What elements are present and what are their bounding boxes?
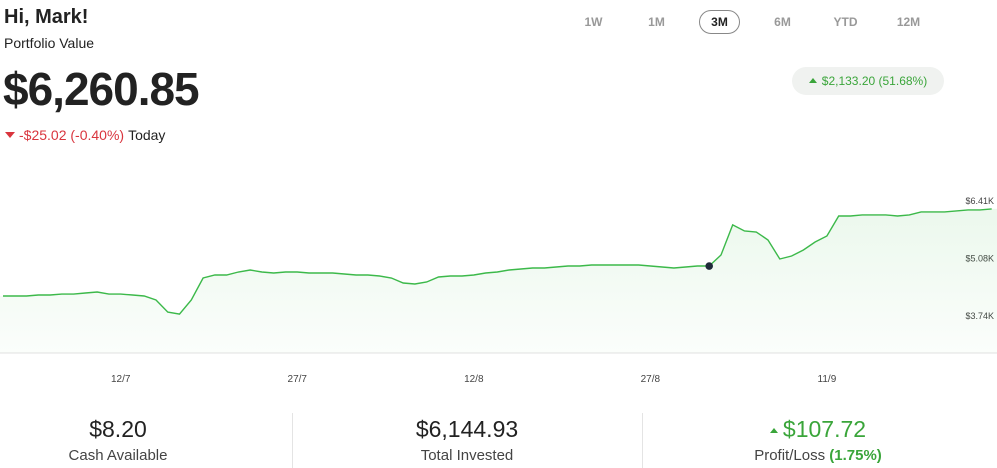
x-tick-label: 27/8 [641, 374, 661, 385]
period: Today [128, 127, 166, 143]
x-tick-label: 12/8 [464, 374, 484, 385]
divider [642, 413, 643, 468]
profit-percent: (1.75%) [829, 447, 882, 464]
range-button[interactable]: 1W [562, 9, 625, 35]
daily-change: -$25.02 (-0.40%) Today [5, 127, 165, 143]
range-button[interactable]: 6M [751, 9, 814, 35]
gain-pill: $2,133.20 (51.68%) [792, 67, 944, 95]
x-tick-label: 12/7 [111, 374, 131, 385]
marker [705, 262, 713, 270]
range-label: 1M [648, 15, 665, 29]
stat-value: $8.20 [89, 416, 147, 442]
area [0, 208, 997, 353]
range-button[interactable]: 12M [877, 9, 940, 35]
gain-percent: (51.68%) [878, 74, 928, 88]
stat-label: Cash Available [68, 447, 168, 464]
change: -$25.02 [19, 127, 67, 143]
range-button[interactable]: YTD [814, 9, 877, 35]
profit-label: Profit/Loss [754, 447, 826, 464]
stat-value: $107.72 [673, 416, 963, 443]
stat-value: $6,144.93 [415, 416, 519, 442]
line [3, 208, 992, 315]
profit-value: $107.72 [782, 416, 867, 442]
y-tick-label: $6.41K [965, 196, 994, 206]
stat: $6,144.93 Total Invested [322, 416, 612, 464]
subtitle: Portfolio Value [4, 35, 95, 51]
stat-label: Total Invested [420, 447, 514, 464]
range-label: 6M [774, 15, 791, 29]
portfolio-value: $6,260.85 [3, 63, 200, 115]
range-label: 12M [896, 15, 921, 29]
range-label: 3M [699, 10, 740, 34]
change-percent: (-0.40%) [70, 127, 125, 143]
x-tick-label: 11/9 [818, 374, 837, 385]
stat: $107.72 Profit/Loss (1.75%) [673, 416, 963, 464]
range-label: 1W [584, 15, 603, 29]
x-tick-label: 27/7 [288, 374, 308, 385]
stat: $8.20 Cash Available [0, 416, 263, 464]
range-button[interactable]: 3M [688, 9, 751, 35]
range-label: YTD [833, 15, 858, 29]
range-button[interactable]: 1M [625, 9, 688, 35]
greeting: Hi, Mark! [4, 6, 89, 28]
divider [292, 413, 293, 468]
stat-label: Profit/Loss (1.75%) [673, 447, 963, 464]
range-selector: 1W 1M 3M 6M YTD 12M [562, 9, 940, 35]
gain-amount: $2,133.20 [821, 74, 876, 88]
